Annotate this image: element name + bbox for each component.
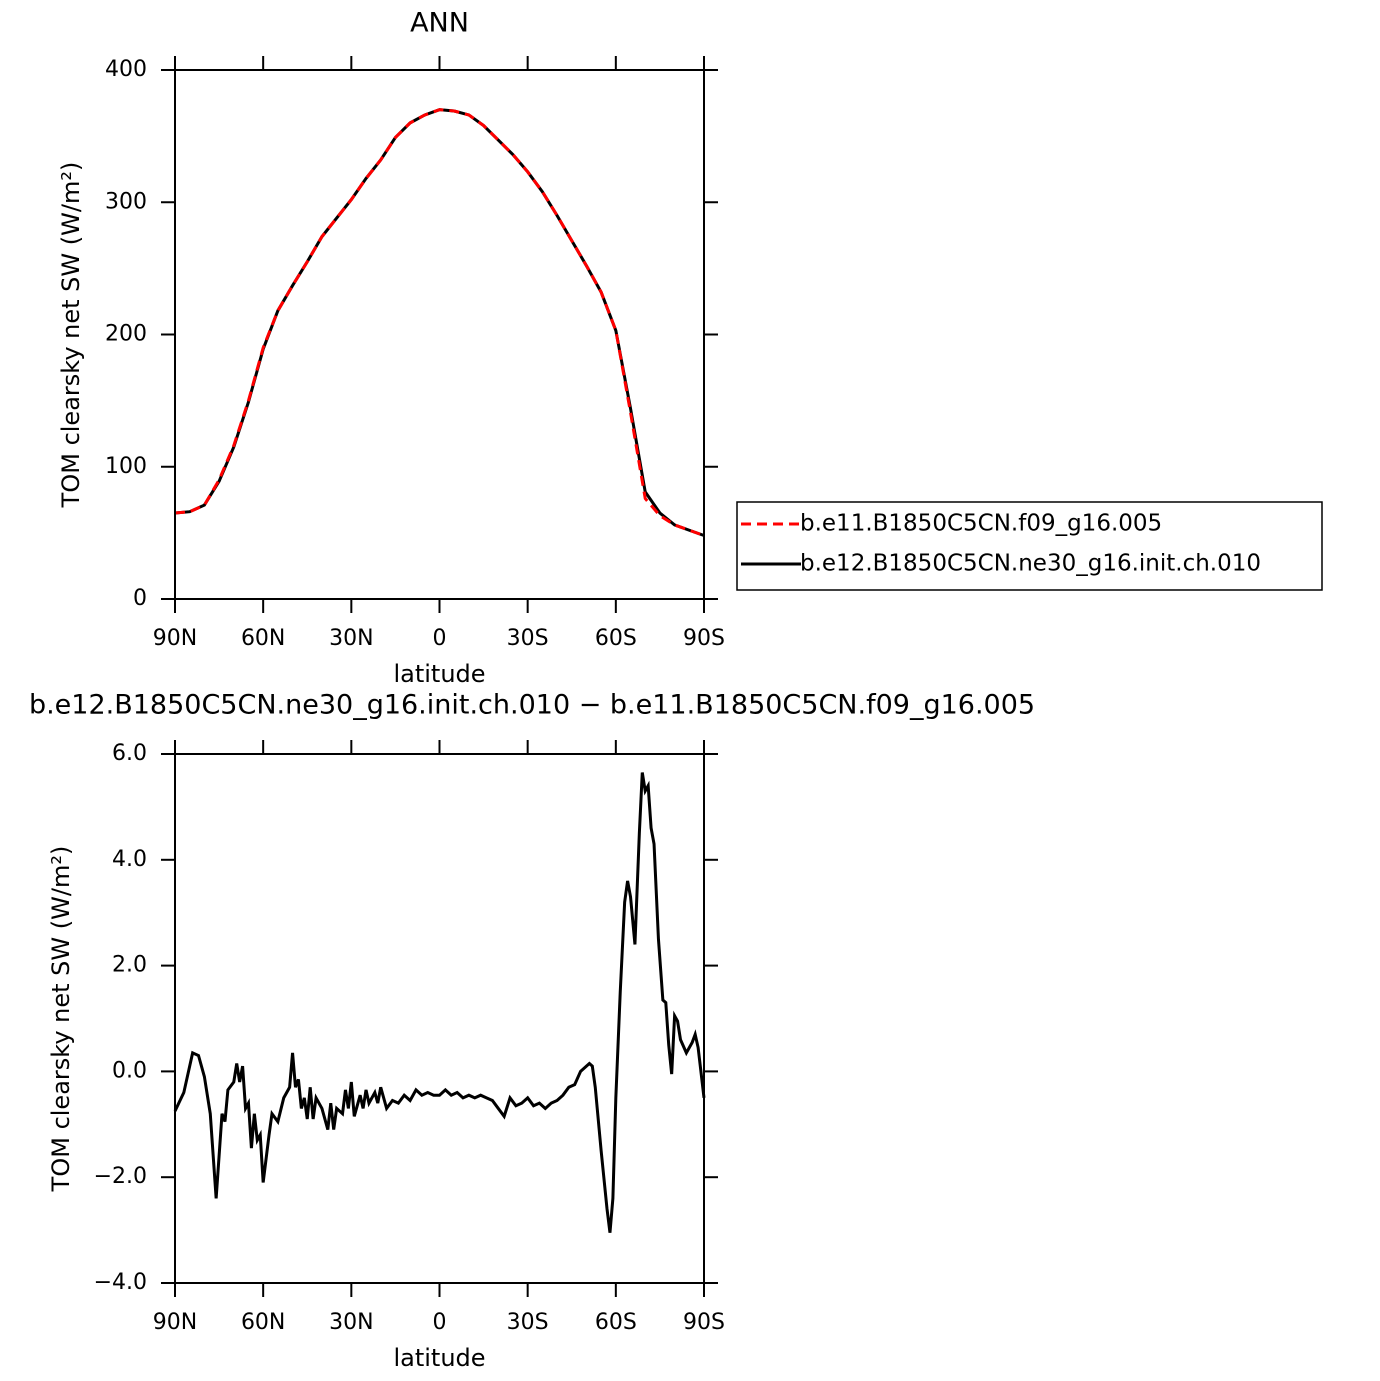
- x-tick-label: 30S: [507, 1310, 549, 1335]
- y-tick-label: 300: [105, 189, 147, 214]
- y-tick-label: 200: [105, 322, 147, 347]
- x-tick-label: 60S: [595, 626, 637, 651]
- x-tick-label: 60N: [241, 626, 285, 651]
- y-tick-label: 100: [105, 454, 147, 479]
- data-line: [174, 108, 705, 537]
- y-tick-label: −2.0: [94, 1164, 147, 1189]
- y-axis-label: TOM clearsky net SW (W/m²): [47, 846, 75, 1193]
- x-tick-label: 0: [433, 1310, 447, 1335]
- y-tick-label: −4.0: [94, 1270, 147, 1295]
- plot-frame: [174, 753, 705, 1284]
- y-axis-label: TOM clearsky net SW (W/m²): [57, 162, 85, 509]
- y-tick-label: 0.0: [112, 1058, 147, 1083]
- y-tick-label: 6.0: [112, 741, 147, 766]
- x-tick-label: 60S: [595, 1310, 637, 1335]
- x-tick-label: 60N: [241, 1310, 285, 1335]
- x-tick-label: 90N: [153, 626, 197, 651]
- chart-title: b.e12.B1850C5CN.ne30_g16.init.ch.010 − b…: [29, 690, 1035, 721]
- x-tick-label: 30S: [507, 626, 549, 651]
- x-tick-label: 30N: [329, 1310, 373, 1335]
- x-axis-label: latitude: [393, 660, 485, 688]
- x-tick-label: 90S: [683, 1310, 725, 1335]
- data-line: [173, 772, 706, 1233]
- x-axis-label: latitude: [393, 1344, 485, 1372]
- x-tick-label: 0: [433, 626, 447, 651]
- data-line: [174, 108, 705, 537]
- x-tick-label: 90N: [153, 1310, 197, 1335]
- legend-label: b.e11.B1850C5CN.f09_g16.005: [800, 511, 1162, 537]
- chart-title: ANN: [410, 8, 469, 39]
- x-tick-label: 30N: [329, 626, 373, 651]
- y-tick-label: 2.0: [112, 953, 147, 978]
- legend-box: [736, 501, 1323, 591]
- y-tick-label: 400: [105, 57, 147, 82]
- y-tick-label: 0: [133, 586, 147, 611]
- plot-frame: [174, 69, 705, 600]
- legend-label: b.e12.B1850C5CN.ne30_g16.init.ch.010: [800, 551, 1261, 577]
- y-tick-label: 4.0: [112, 847, 147, 872]
- x-tick-label: 90S: [683, 626, 725, 651]
